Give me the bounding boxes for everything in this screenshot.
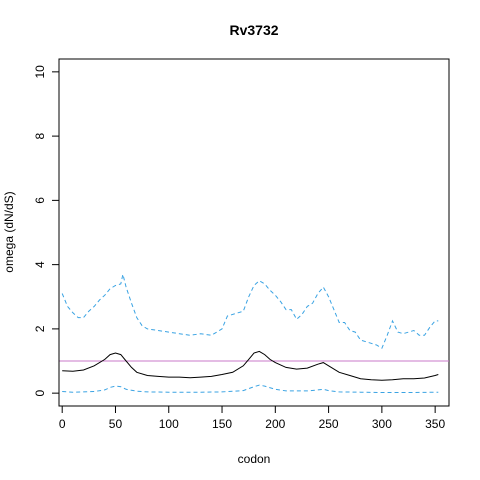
x-tick-label: 150 bbox=[212, 417, 232, 431]
x-tick-label: 200 bbox=[265, 417, 285, 431]
series-layer bbox=[61, 274, 439, 393]
chart-title: Rv3732 bbox=[229, 22, 278, 38]
y-tick-label: 6 bbox=[33, 197, 47, 204]
y-axis-label: omega (dN/dS) bbox=[2, 191, 16, 272]
x-axis-label: codon bbox=[238, 452, 271, 466]
x-axis: 0 50 100 150 200 250 300 350 bbox=[59, 405, 445, 431]
y-axis: 0 2 4 6 8 10 bbox=[33, 65, 60, 396]
x-tick-label: 50 bbox=[109, 417, 123, 431]
series-line-3 bbox=[62, 384, 439, 393]
series-line-1 bbox=[61, 274, 439, 349]
y-tick-label: 2 bbox=[33, 325, 47, 332]
series-line-2 bbox=[62, 350, 439, 381]
x-tick-label: 300 bbox=[372, 417, 392, 431]
y-tick-label: 8 bbox=[33, 132, 47, 139]
x-tick-label: 250 bbox=[319, 417, 339, 431]
y-tick-label: 0 bbox=[33, 389, 47, 396]
x-tick-label: 100 bbox=[159, 417, 179, 431]
y-tick-label: 4 bbox=[33, 261, 47, 268]
x-tick-label: 0 bbox=[59, 417, 66, 431]
y-tick-label: 10 bbox=[33, 65, 47, 79]
x-tick-label: 350 bbox=[425, 417, 445, 431]
